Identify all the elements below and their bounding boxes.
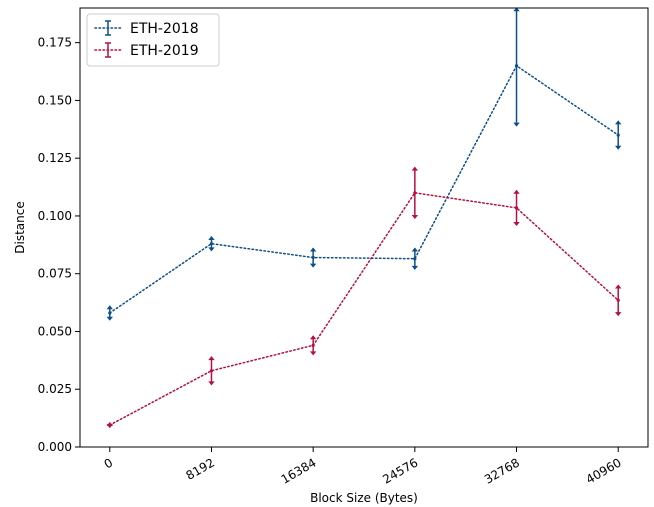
data-point <box>312 256 315 259</box>
x-tick-label: 40960 <box>584 455 624 486</box>
data-point <box>312 344 315 347</box>
legend-label: ETH-2019 <box>130 43 199 59</box>
series-line <box>110 193 618 425</box>
y-tick-label: 0.025 <box>38 382 72 396</box>
y-tick-label: 0.050 <box>38 324 72 338</box>
series-layer <box>108 8 620 427</box>
y-tick-label: 0.175 <box>38 36 72 50</box>
data-point <box>515 206 518 209</box>
series-eth-2019 <box>108 167 620 427</box>
x-tick-label: 16384 <box>279 455 319 486</box>
y-tick-label: 0.125 <box>38 151 72 165</box>
data-point <box>617 133 620 136</box>
data-point <box>617 299 620 302</box>
y-tick-label: 0.000 <box>38 440 72 454</box>
data-point <box>515 64 518 67</box>
legend: ETH-2018 ETH-2019 <box>87 14 219 66</box>
series-line <box>110 66 618 313</box>
y-tick-label: 0.075 <box>38 267 72 281</box>
x-axis-title: Block Size (Bytes) <box>310 491 418 505</box>
data-point <box>210 369 213 372</box>
y-tick-label: 0.150 <box>38 93 72 107</box>
x-tick-label: 0 <box>102 455 116 471</box>
data-point <box>108 423 111 426</box>
y-axis-title: Distance <box>13 201 27 253</box>
plot-frame <box>80 8 648 447</box>
data-point <box>413 257 416 260</box>
y-tick-label: 0.100 <box>38 209 72 223</box>
data-point <box>413 191 416 194</box>
x-tick-label: 8192 <box>184 455 217 482</box>
x-tick-label: 32768 <box>482 455 522 486</box>
x-tick-label: 24576 <box>380 455 420 486</box>
legend-label: ETH-2018 <box>130 21 199 37</box>
data-point <box>210 242 213 245</box>
data-point <box>108 311 111 314</box>
